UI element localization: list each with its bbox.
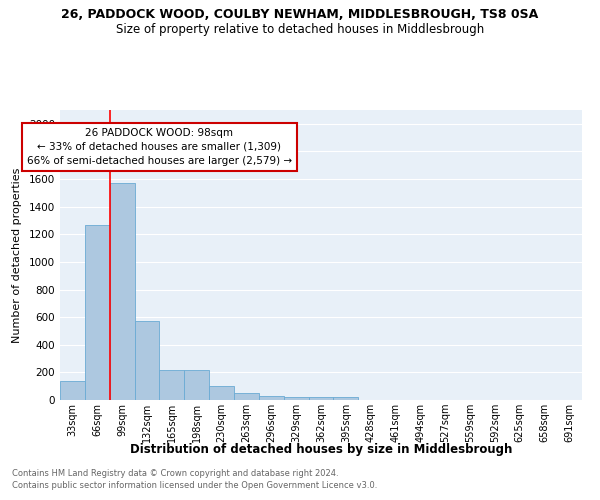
Text: Size of property relative to detached houses in Middlesbrough: Size of property relative to detached ho… <box>116 22 484 36</box>
Text: Distribution of detached houses by size in Middlesbrough: Distribution of detached houses by size … <box>130 442 512 456</box>
Bar <box>160 370 184 400</box>
Bar <box>60 380 85 400</box>
Bar <box>259 396 284 400</box>
Bar <box>85 224 110 400</box>
Y-axis label: Number of detached properties: Number of detached properties <box>12 168 22 342</box>
Bar <box>284 397 308 400</box>
Bar <box>334 397 358 400</box>
Bar <box>234 393 259 400</box>
Bar <box>184 370 209 400</box>
Bar <box>209 386 234 400</box>
Text: Contains public sector information licensed under the Open Government Licence v3: Contains public sector information licen… <box>12 481 377 490</box>
Text: 26, PADDOCK WOOD, COULBY NEWHAM, MIDDLESBROUGH, TS8 0SA: 26, PADDOCK WOOD, COULBY NEWHAM, MIDDLES… <box>61 8 539 20</box>
Text: 26 PADDOCK WOOD: 98sqm
← 33% of detached houses are smaller (1,309)
66% of semi-: 26 PADDOCK WOOD: 98sqm ← 33% of detached… <box>27 128 292 166</box>
Bar <box>134 322 160 400</box>
Bar <box>308 397 334 400</box>
Bar <box>110 182 134 400</box>
Text: Contains HM Land Registry data © Crown copyright and database right 2024.: Contains HM Land Registry data © Crown c… <box>12 468 338 477</box>
